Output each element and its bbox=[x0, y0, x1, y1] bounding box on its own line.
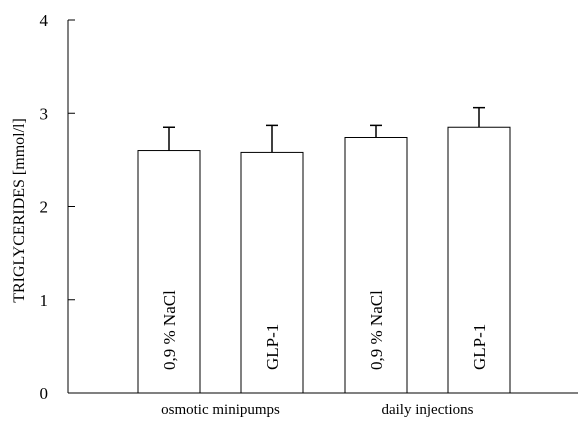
bar bbox=[447, 126, 511, 394]
y-tick-label: 2 bbox=[40, 198, 49, 217]
chart-labels: TRIGLYCERIDES [mmol/l] 0,9 % NaCl GLP-1 0,9… bbox=[11, 118, 489, 418]
chart-bars bbox=[137, 106, 511, 394]
bar-category-label: 0,9 % NaCl bbox=[160, 290, 179, 370]
y-tick-label: 3 bbox=[40, 104, 49, 123]
y-tick-label: 1 bbox=[40, 291, 49, 310]
y-tick-label: 4 bbox=[40, 11, 49, 30]
y-axis-title: TRIGLYCERIDES [mmol/l] bbox=[11, 118, 28, 303]
group-label: osmotic minipumps bbox=[161, 402, 280, 418]
y-tick-label: 0 bbox=[40, 384, 49, 403]
group-label: daily injections bbox=[381, 402, 473, 418]
bar bbox=[344, 136, 408, 394]
bar-category-label: GLP-1 bbox=[263, 324, 282, 370]
bar bbox=[240, 151, 304, 394]
bar-category-label: GLP-1 bbox=[470, 324, 489, 370]
bar-category-label: 0,9 % NaCl bbox=[367, 290, 386, 370]
